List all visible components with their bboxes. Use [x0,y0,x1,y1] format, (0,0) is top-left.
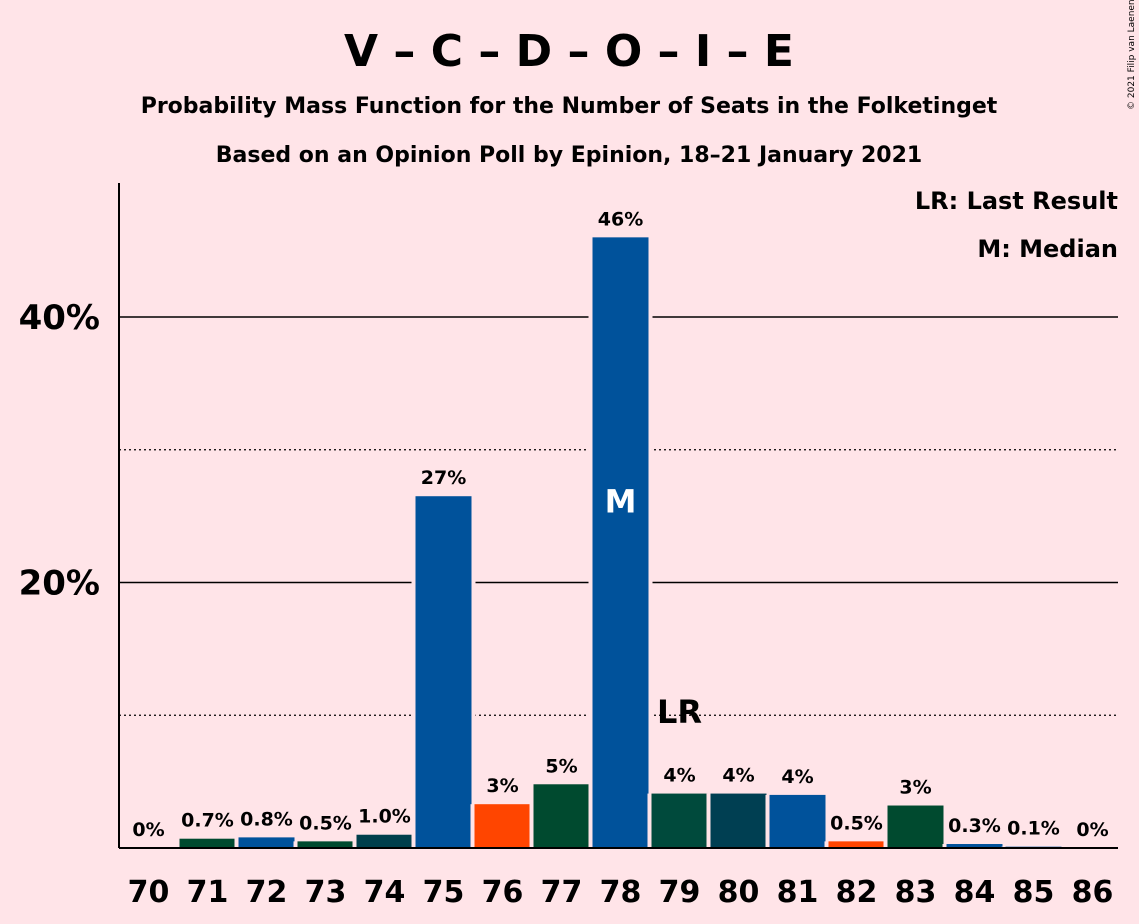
x-tick-label: 79 [659,875,701,910]
bar-value-label: 46% [598,208,643,230]
legend-median: M: Median [977,235,1118,263]
bar [828,841,885,848]
chart-title: V – C – D – O – I – E [344,26,794,77]
axis-ticks: 20% 40% 70 71 72 73 74 75 76 77 78 79 80 81 82 83 84 85 86 [19,298,1114,910]
bar-value-label: 0.1% [1007,818,1060,840]
x-tick-label: 75 [423,875,465,910]
x-tick-label: 83 [895,875,937,910]
copyright-note: © 2021 Filip van Laenen [1127,0,1137,110]
x-tick-label: 85 [1013,875,1055,910]
bar [179,838,236,848]
bar-value-label: 0% [1076,819,1108,841]
bar [710,793,767,848]
bar [415,496,472,848]
x-tick-label: 77 [541,875,583,910]
bar-value-label: 0.5% [830,812,883,834]
x-tick-label: 73 [305,875,347,910]
median-marker: M [605,483,637,521]
chart-subtitle-1: Probability Mass Function for the Number… [141,94,998,119]
x-tick-label: 70 [128,875,170,910]
x-tick-label: 84 [954,875,996,910]
x-tick-label: 74 [364,875,406,910]
bar-value-label: 3% [486,775,518,797]
bar-value-label: 4% [722,765,754,787]
bar-value-label: 4% [781,766,813,788]
bar-value-label: 0.8% [240,808,293,830]
bar [297,841,354,848]
bar [592,237,649,849]
x-tick-label: 86 [1072,875,1114,910]
y-tick-label: 40% [19,298,100,338]
bar [769,794,826,848]
last-result-marker: LR [657,693,702,731]
chart-subtitle-2: Based on an Opinion Poll by Epinion, 18–… [216,143,922,168]
bar-value-label: 0% [132,819,164,841]
bar-value-label: 5% [545,755,577,777]
bar-value-label: 0.3% [948,815,1001,837]
legend-last-result: LR: Last Result [915,187,1118,215]
bar-value-label: 4% [663,765,695,787]
x-tick-label: 81 [777,875,819,910]
bar-value-label: 0.5% [299,812,352,834]
bar [651,793,708,848]
bar-value-label: 0.7% [181,810,234,832]
x-tick-label: 82 [836,875,878,910]
bar-value-label: 1.0% [358,806,411,828]
bars: 0% 0.7% 0.8% 0.5% 1.0% 27% 3% 5% 46% M 4% LR 4% 4% 0.5… [132,208,1109,849]
x-tick-label: 71 [187,875,229,910]
bar [946,844,1003,848]
x-tick-label: 76 [482,875,524,910]
bar [887,805,944,848]
bar [238,837,295,848]
bar-value-label: 3% [899,777,931,799]
x-tick-label: 80 [718,875,760,910]
bar [533,784,590,848]
bar [474,804,531,848]
bar-value-label: 27% [421,467,466,489]
x-tick-label: 78 [600,875,642,910]
y-tick-label: 20% [19,564,100,604]
bar [356,834,413,848]
x-tick-label: 72 [246,875,288,910]
